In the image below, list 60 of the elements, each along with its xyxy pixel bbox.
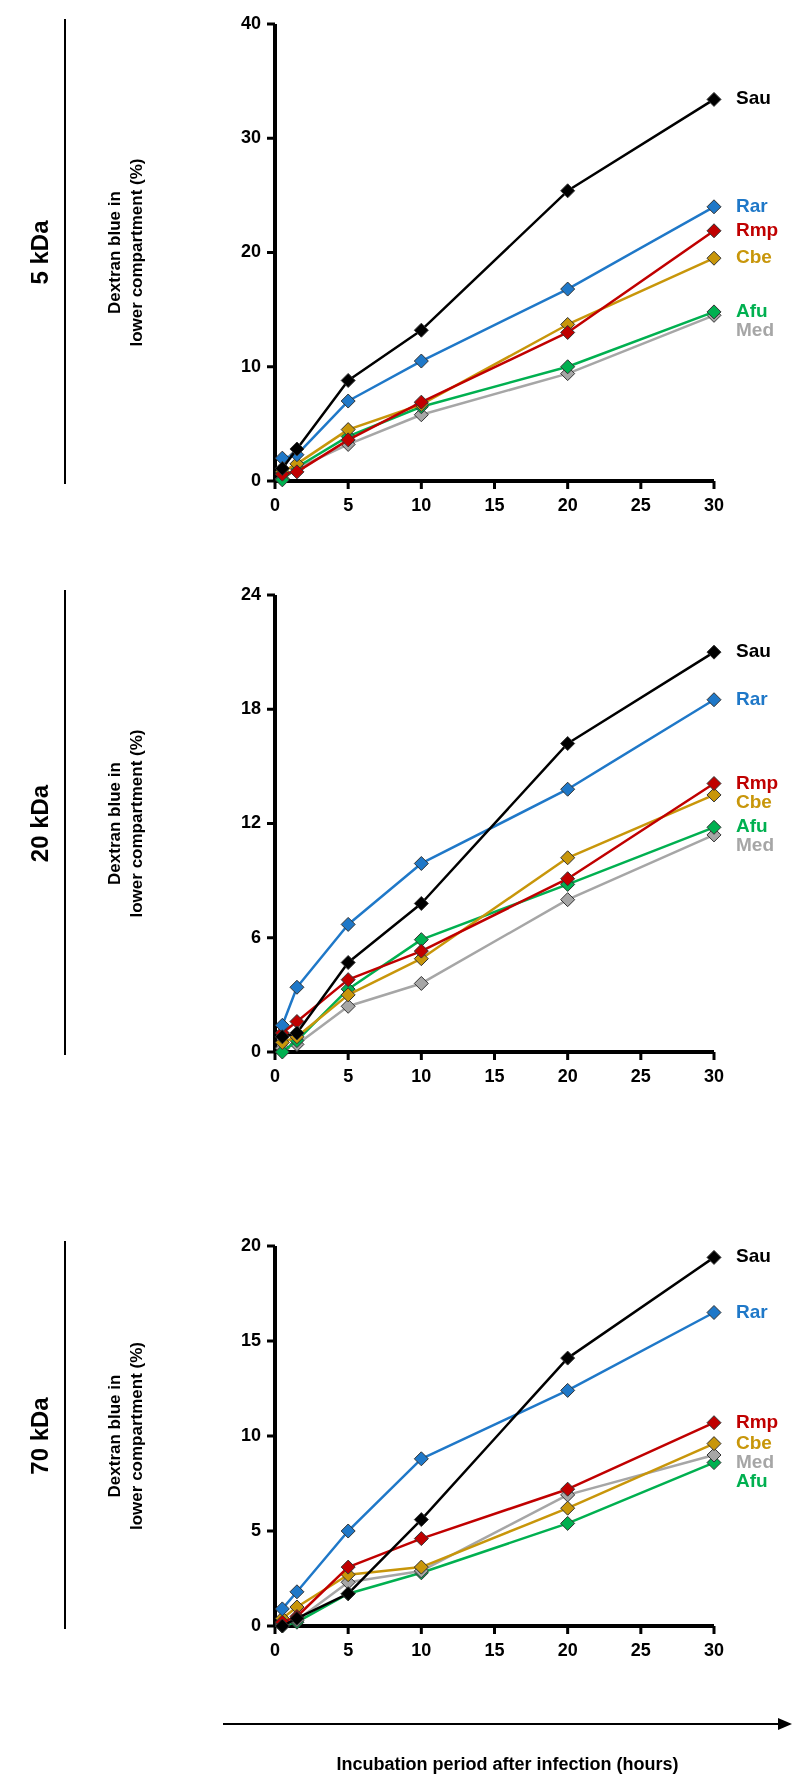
series-label: Sau xyxy=(736,87,771,109)
y-axis-title: Dextran blue in lower compartment (%) xyxy=(105,1342,146,1530)
x-tick-label: 30 xyxy=(703,1640,725,1660)
y-tick-label: 30 xyxy=(240,127,261,147)
y-tick-label: 10 xyxy=(240,355,261,376)
x-tick-label: 0 xyxy=(269,1066,281,1086)
x-tick-label: 0 xyxy=(269,1640,281,1660)
series-label: Rmp xyxy=(736,1410,779,1432)
y-axis-title: Dextran blue in lower compartment (%) xyxy=(105,729,146,918)
x-tick-label: 5 xyxy=(343,1640,354,1660)
y-axis-title: Dextran blue in lower compartment (%) xyxy=(105,158,146,347)
y-tick-label: 18 xyxy=(240,698,261,718)
x-tick-label: 15 xyxy=(484,495,505,515)
x-tick-label: 15 xyxy=(484,1066,505,1086)
text: 5 kDa xyxy=(26,219,54,285)
series-label: Rar xyxy=(736,1300,769,1322)
series-label: Med xyxy=(736,1450,774,1472)
x-tick-label: 15 xyxy=(484,1640,505,1660)
y-tick-label: 20 xyxy=(240,1234,261,1255)
y-tick-label: 10 xyxy=(240,1424,261,1445)
x-tick-label: 5 xyxy=(343,1066,354,1086)
series-label: Rar xyxy=(736,194,769,216)
x-tick-label: 25 xyxy=(630,1066,651,1086)
y-tick-label: 40 xyxy=(240,12,261,33)
x-tick-label: 20 xyxy=(557,1640,578,1660)
x-tick-label: 0 xyxy=(269,495,281,515)
y-tick-label: 0 xyxy=(250,1040,261,1061)
y-tick-label: 6 xyxy=(250,926,261,947)
y-tick-label: 20 xyxy=(240,241,261,262)
x-tick-label: 5 xyxy=(343,495,354,515)
x-tick-label: 20 xyxy=(557,495,578,515)
x-tick-label: 30 xyxy=(703,1066,725,1086)
series-label: Rmp xyxy=(736,218,779,240)
y-tick-label: 24 xyxy=(240,583,261,604)
y-tick-label: 12 xyxy=(240,812,261,833)
y-tick-label: 5 xyxy=(250,1519,261,1540)
x-tick-label: 10 xyxy=(411,1640,432,1660)
x-tick-label: 20 xyxy=(557,1066,578,1086)
series-label: Afu xyxy=(736,1469,768,1491)
x-tick-label: 10 xyxy=(411,495,432,515)
x-tick-label: 10 xyxy=(411,1066,432,1086)
series-label: Afu xyxy=(736,815,768,837)
y-tick-label: 15 xyxy=(240,1329,261,1350)
x-tick-label: 25 xyxy=(630,495,651,515)
text: 70 kDa xyxy=(26,1396,54,1475)
x-tick-label: 25 xyxy=(630,1640,651,1660)
y-tick-label: 0 xyxy=(250,1614,261,1635)
text: 20 kDa xyxy=(26,784,54,863)
series-label: Cbe xyxy=(736,246,772,268)
series-label: Sau xyxy=(736,640,771,662)
series-label: Sau xyxy=(736,1245,771,1267)
series-label: Cbe xyxy=(736,1431,772,1453)
series-label: Rmp xyxy=(736,771,779,793)
series-label: Med xyxy=(736,318,774,340)
series-label: Rar xyxy=(736,687,769,709)
x-tick-label: 30 xyxy=(703,495,725,515)
x-axis-title: Incubation period after infection (hours) xyxy=(336,1754,679,1774)
series-label: Afu xyxy=(736,299,768,321)
y-tick-label: 0 xyxy=(250,469,261,490)
series-label: Med xyxy=(736,834,774,856)
